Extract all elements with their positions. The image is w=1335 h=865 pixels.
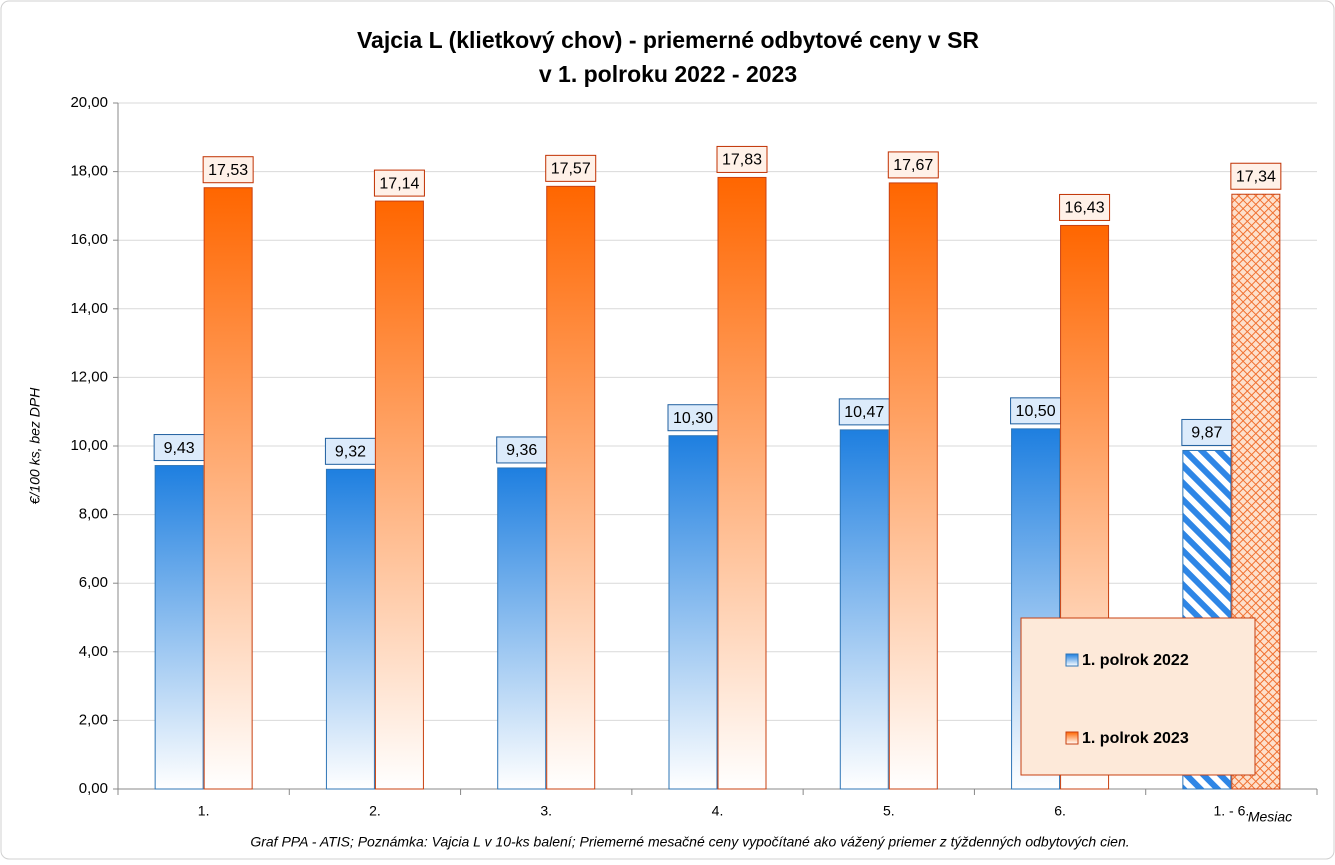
x-tick-label: 1. <box>198 803 210 819</box>
value-label: 10,50 <box>1016 403 1056 420</box>
legend-swatch <box>1065 653 1079 667</box>
value-label: 17,14 <box>379 175 419 192</box>
value-label-box <box>838 398 890 426</box>
value-label-box <box>202 156 254 184</box>
y-tick-label: 18,00 <box>70 163 108 180</box>
chart-subtitle: v 1. polroku 2022 - 2023 <box>539 61 797 87</box>
bar <box>888 182 938 790</box>
value-label: 9,87 <box>1191 425 1222 442</box>
bar <box>325 468 375 790</box>
value-label: 9,36 <box>506 442 537 459</box>
bar <box>668 435 718 790</box>
legend-box <box>1020 617 1256 776</box>
value-label: 10,30 <box>673 410 713 427</box>
bar <box>203 187 253 790</box>
y-tick-label: 14,00 <box>70 300 108 317</box>
x-tick-label: 5. <box>883 803 895 819</box>
y-tick-label: 2,00 <box>79 711 108 728</box>
y-tick-label: 12,00 <box>70 368 108 385</box>
y-tick-label: 4,00 <box>79 643 108 660</box>
value-label: 17,53 <box>208 162 248 179</box>
value-label: 10,47 <box>844 404 884 421</box>
y-tick-label: 0,00 <box>79 780 108 797</box>
value-label-box <box>496 436 548 464</box>
y-tick-label: 10,00 <box>70 437 108 454</box>
x-tick-label: 3. <box>540 803 552 819</box>
bar <box>154 465 204 790</box>
y-tick-label: 8,00 <box>79 506 108 523</box>
y-tick-label: 16,00 <box>70 231 108 248</box>
value-label: 17,34 <box>1236 168 1276 185</box>
chart-title: Vajcia L (klietkový chov) - priemerné od… <box>357 27 979 53</box>
y-tick-label: 20,00 <box>70 94 108 111</box>
value-label-box <box>716 145 768 173</box>
bar <box>717 176 767 790</box>
value-label-box <box>153 434 205 462</box>
value-label-box <box>1230 162 1282 190</box>
bar <box>374 200 424 790</box>
bar <box>546 185 596 790</box>
value-label: 9,43 <box>164 440 195 457</box>
legend-swatch <box>1065 731 1079 745</box>
value-label-box <box>1059 193 1111 221</box>
value-label-box <box>667 404 719 432</box>
value-label-box <box>545 154 597 182</box>
value-label: 17,57 <box>551 161 591 178</box>
value-label: 9,32 <box>335 444 366 461</box>
x-axis-label: Mesiac <box>1248 809 1292 825</box>
caption: Graf PPA - ATIS; Poznámka: Vajcia L v 10… <box>250 834 1129 850</box>
bar <box>497 467 547 790</box>
y-axis-label: €/100 ks, bez DPH <box>27 387 43 505</box>
value-label-box <box>1010 397 1062 425</box>
value-label-box <box>887 151 939 179</box>
value-label: 17,67 <box>893 157 933 174</box>
y-tick-label: 6,00 <box>79 574 108 591</box>
x-tick-label: 6. <box>1054 803 1066 819</box>
bar <box>839 429 889 790</box>
x-tick-label: 2. <box>369 803 381 819</box>
value-label: 16,43 <box>1065 200 1105 217</box>
x-tick-label: 1. - 6. <box>1213 803 1249 819</box>
value-label-box <box>373 169 425 197</box>
value-label-box <box>1181 418 1233 446</box>
legend-label: 1. polrok 2023 <box>1082 730 1189 747</box>
value-label: 17,83 <box>722 152 762 169</box>
x-tick-label: 4. <box>712 803 724 819</box>
value-label-box <box>324 437 376 465</box>
legend-label: 1. polrok 2022 <box>1082 652 1189 669</box>
